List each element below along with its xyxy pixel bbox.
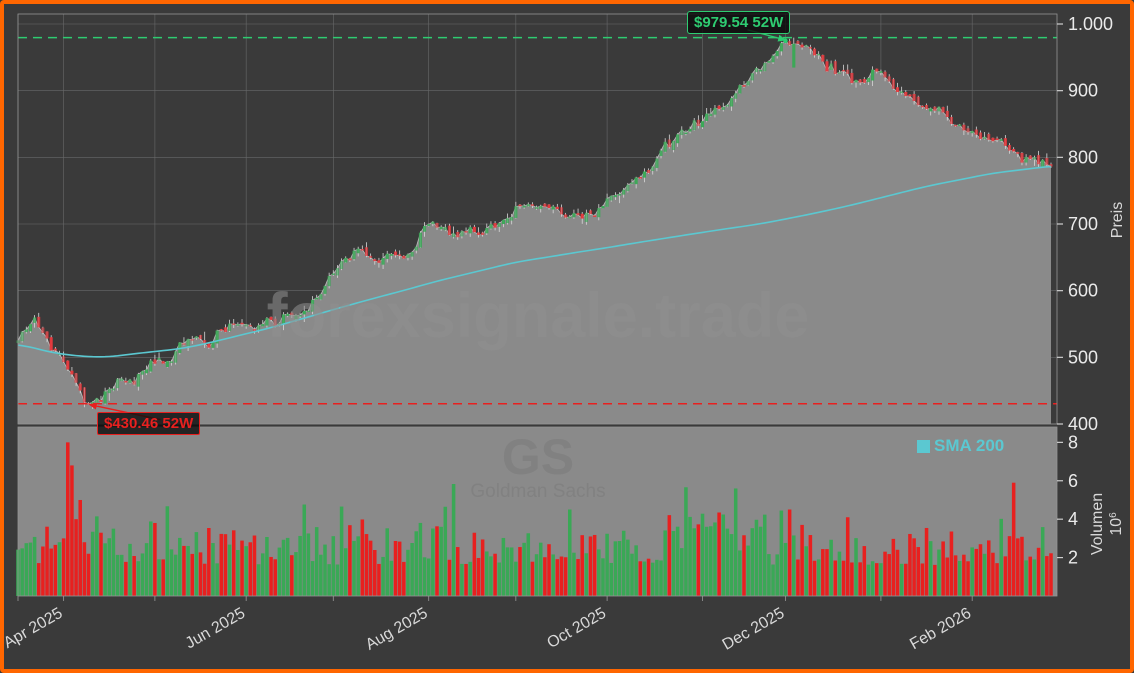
svg-text:1.000: 1.000 [1068,14,1113,34]
svg-text:SMA 200: SMA 200 [934,436,1004,455]
svg-text:forexsignale.trade: forexsignale.trade [267,281,810,351]
svg-text:6: 6 [1068,471,1078,491]
svg-text:800: 800 [1068,147,1098,167]
svg-text:Preis: Preis [1109,202,1126,238]
svg-text:Goldman Sachs: Goldman Sachs [470,481,605,502]
svg-text:900: 900 [1068,81,1098,101]
svg-text:2: 2 [1068,548,1078,568]
svg-text:500: 500 [1068,347,1098,367]
svg-text:4: 4 [1068,509,1078,529]
svg-text:Volumen: Volumen [1089,493,1106,555]
svg-text:8: 8 [1068,432,1078,452]
svg-text:GS: GS [502,429,574,485]
svg-text:700: 700 [1068,214,1098,234]
svg-text:400: 400 [1068,414,1098,434]
svg-text:600: 600 [1068,281,1098,301]
